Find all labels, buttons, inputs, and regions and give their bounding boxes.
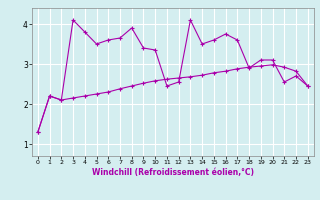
X-axis label: Windchill (Refroidissement éolien,°C): Windchill (Refroidissement éolien,°C) xyxy=(92,168,254,177)
